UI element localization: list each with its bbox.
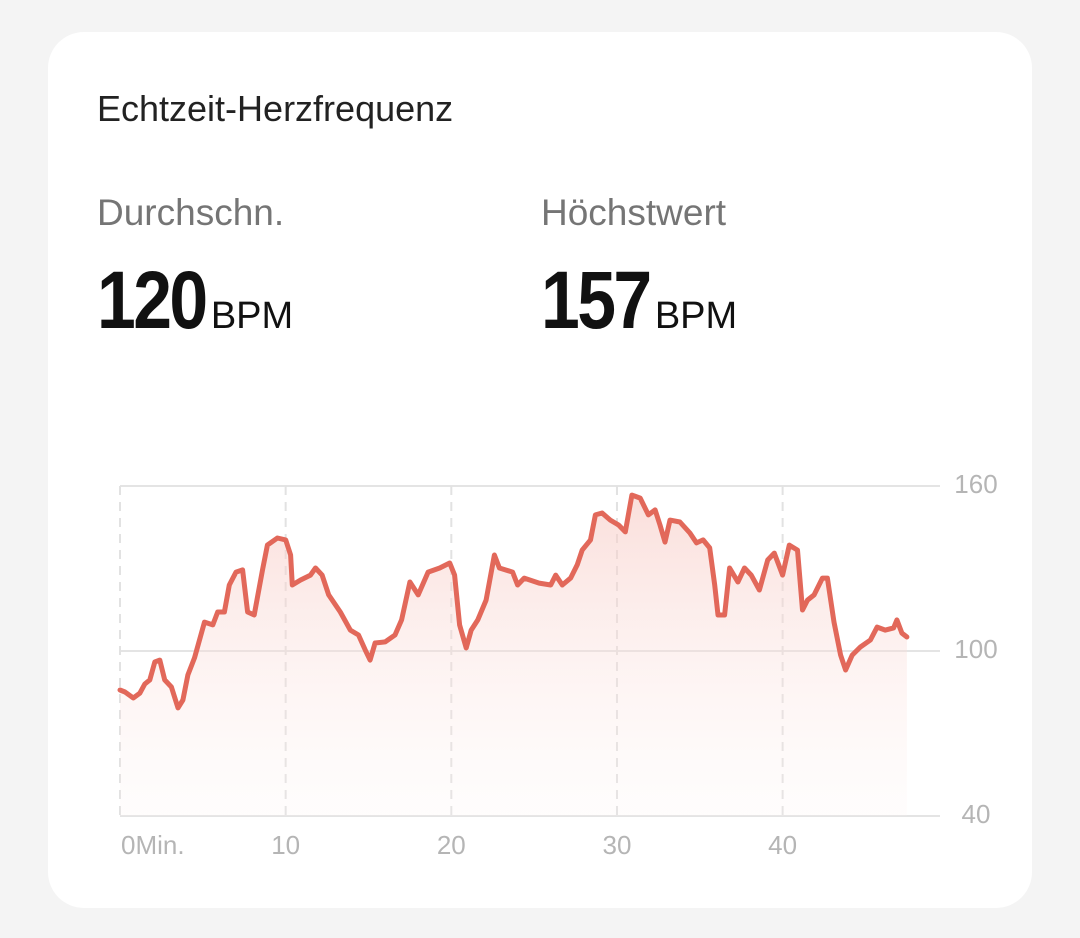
line-area: [120, 495, 907, 816]
x-tick-label: 10: [271, 830, 300, 860]
stat-value: 120: [97, 255, 208, 346]
card-title: Echtzeit-Herzfrequenz: [97, 88, 454, 129]
stat-unit: BPM: [654, 295, 738, 337]
x-tick-label: 0Min.: [121, 830, 185, 860]
y-tick-label: 160: [954, 469, 997, 499]
stat: Höchstwert 157 BPM: [541, 192, 737, 348]
stat: Durchschn. 120 BPM: [97, 192, 293, 348]
line: [117, 492, 910, 711]
stat-label: Durchschn.: [97, 192, 285, 233]
x-tick-label: 20: [437, 830, 466, 860]
stat-label: Höchstwert: [541, 192, 727, 233]
y-tick-label: 40: [962, 799, 991, 829]
stat-unit: BPM: [210, 295, 294, 337]
y-tick-label: 100: [954, 634, 997, 664]
x-tick-label: 30: [603, 830, 632, 860]
x-tick-label: 40: [768, 830, 797, 860]
stat-value: 157: [541, 255, 652, 346]
